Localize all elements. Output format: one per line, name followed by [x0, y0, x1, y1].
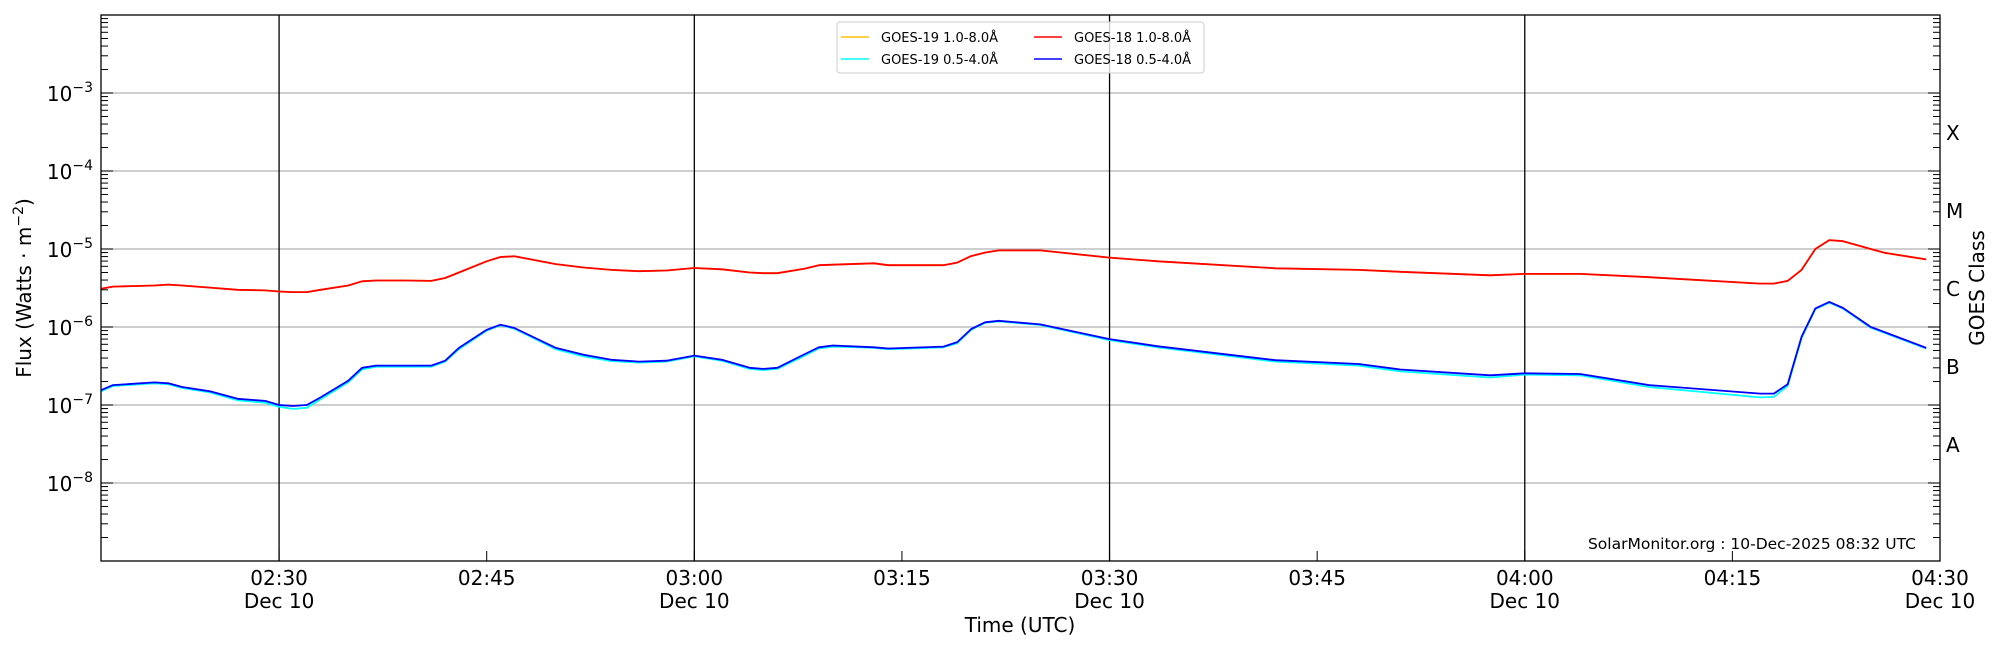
legend-label: GOES-19 0.5-4.0Å [881, 52, 998, 68]
y-tick-label: 10−8 [47, 470, 93, 496]
series-line-0 [100, 239, 1927, 294]
x-tick-label: 03:00 [665, 566, 723, 590]
x-tick-date-label: Dec 10 [1490, 589, 1561, 613]
y-tick-label: 10−6 [47, 314, 93, 340]
goes-class-m: M [1946, 199, 1963, 223]
x-tick-label: 03:45 [1288, 566, 1346, 590]
x-axis-label: Time (UTC) [964, 613, 1076, 637]
x-tick-label: 04:00 [1496, 566, 1554, 590]
legend: GOES-19 1.0-8.0Å GOES-19 0.5-4.0Å GOES-18 … [836, 21, 1205, 74]
legend-label: GOES-18 1.0-8.0Å [1074, 30, 1191, 46]
y-axis-label: Flux (Watts · m−2) [11, 198, 36, 378]
x-tick-date-label: Dec 10 [1074, 589, 1145, 613]
x-tick-label: 03:30 [1081, 566, 1139, 590]
y-tick-label: 10−3 [47, 80, 93, 106]
y-tick-label: 10−4 [47, 158, 93, 184]
series-line-1 [100, 239, 1927, 294]
goes-class-labels: A B C M X [1946, 121, 1963, 457]
goes-class-b: B [1946, 355, 1960, 379]
x-tick-label: 02:45 [458, 566, 516, 590]
goes-class-x: X [1946, 121, 1960, 145]
x-tick-label: 02:30 [250, 566, 308, 590]
y-tick-label: 10−5 [47, 236, 93, 262]
legend-label: GOES-18 0.5-4.0Å [1074, 52, 1191, 68]
series-line-3 [100, 300, 1927, 407]
x-tick-label: 04:15 [1704, 566, 1762, 590]
legend-box [836, 21, 1205, 74]
plot-frame [100, 14, 1941, 562]
source-annotation: SolarMonitor.org : 10-Dec-2025 08:32 UTC [1588, 535, 1916, 553]
y-axis-ticks: 10−8 10−7 10−6 10−5 10−4 10−3 [47, 18, 1940, 562]
legend-label: GOES-19 1.0-8.0Å [881, 30, 998, 46]
series-line-2 [100, 301, 1927, 410]
x-tick-date-label: Dec 10 [659, 589, 730, 613]
goes-class-a: A [1946, 433, 1960, 457]
x-tick-label: 04:30 [1911, 566, 1969, 590]
x-tick-date-label: Dec 10 [1905, 589, 1976, 613]
y-tick-label: 10−7 [47, 392, 93, 418]
x-tick-date-label: Dec 10 [244, 589, 315, 613]
right-axis-label: GOES Class [1965, 230, 1989, 346]
goes-class-c: C [1946, 277, 1960, 301]
data-series [100, 239, 1927, 410]
vertical-hour-lines [278, 15, 1526, 561]
grid-lines [101, 92, 1940, 484]
x-tick-label: 03:15 [873, 566, 931, 590]
